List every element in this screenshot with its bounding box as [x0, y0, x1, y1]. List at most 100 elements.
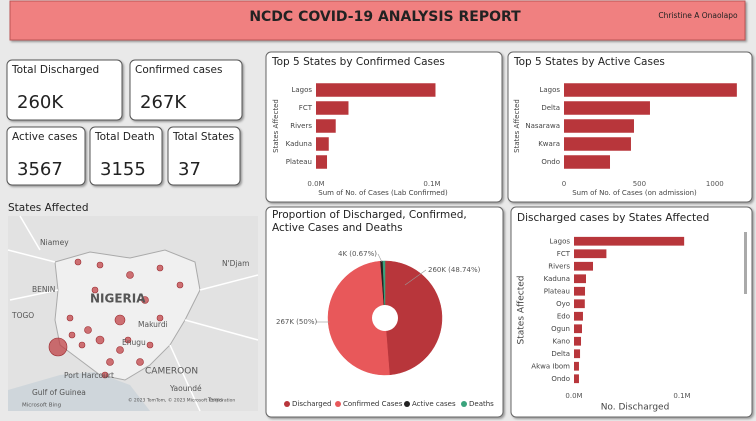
category-label: Lagos — [539, 86, 560, 94]
pie-slice — [384, 260, 443, 376]
map-label: Port Harcourt — [64, 371, 114, 380]
bar — [574, 261, 594, 271]
kpi-value: 3155 — [100, 159, 146, 180]
map-label: NIGERIA — [90, 292, 146, 306]
bar — [564, 101, 650, 115]
category-label: Edo — [557, 312, 570, 320]
map-label: TOGO — [11, 311, 34, 320]
category-label: Ondo — [541, 158, 560, 166]
x-tick-label: 0.1M — [673, 392, 690, 400]
map-label: CAMEROON — [145, 367, 198, 377]
x-tick-label: 500 — [633, 180, 646, 188]
legend-marker — [461, 401, 467, 407]
kpi-value: 260K — [17, 92, 64, 113]
map-border — [7, 215, 259, 412]
y-axis-label: States Affected — [272, 99, 280, 153]
bubble — [66, 314, 74, 322]
legend-marker — [335, 401, 341, 407]
category-label: Kaduna — [544, 275, 570, 283]
bar — [574, 274, 586, 284]
bar — [564, 83, 737, 97]
bar — [316, 137, 329, 151]
bar — [574, 311, 583, 321]
x-tick-label: 1000 — [706, 180, 724, 188]
scrollbar[interactable] — [744, 232, 747, 294]
kpi-value: 267K — [140, 92, 187, 113]
bubble — [96, 261, 104, 269]
bubble — [124, 336, 132, 344]
kpi-label: Active cases — [12, 131, 77, 143]
bubble — [84, 326, 92, 334]
pie-slice — [382, 260, 386, 319]
legend-label: Active cases — [412, 400, 456, 408]
bubble — [74, 258, 82, 266]
category-label: Kano — [553, 337, 570, 345]
category-label: Oyo — [556, 300, 570, 308]
kpi-label: Total Death — [94, 131, 155, 143]
bar — [316, 155, 328, 169]
map-label: Microsoft Bing — [22, 403, 61, 409]
bubble — [114, 314, 126, 326]
kpi-value: 3567 — [17, 159, 63, 180]
x-tick-label: 0.1M — [423, 180, 440, 188]
bar — [574, 374, 579, 384]
map-label: Makurdi — [138, 320, 168, 329]
category-label: Rivers — [290, 122, 312, 130]
map-sea — [8, 372, 150, 411]
category-label: Delta — [551, 350, 570, 358]
x-tick-label: 0.0M — [565, 392, 582, 400]
kpi-label: Total States — [172, 131, 234, 143]
panel — [510, 206, 753, 418]
kpi-value: 37 — [178, 159, 201, 180]
bar — [574, 361, 579, 371]
legend-marker — [284, 401, 290, 407]
pie-slice — [327, 260, 390, 376]
legend-label: Deaths — [469, 400, 494, 408]
category-label: Delta — [541, 104, 560, 112]
donut-hole — [372, 305, 398, 331]
category-label: Ondo — [551, 375, 570, 383]
category-label: Akwa Ibom — [531, 362, 570, 370]
bubble — [48, 337, 68, 357]
kpi-label: Total Discharged — [11, 64, 99, 76]
bar — [316, 101, 349, 115]
value-label: 4K (0.67%) — [338, 250, 377, 258]
x-axis-label: No. Discharged — [601, 403, 670, 413]
category-label: Plateau — [286, 158, 312, 166]
legend-label: Discharged — [292, 400, 332, 408]
bubble — [146, 341, 154, 349]
y-axis-label: States Affected — [517, 276, 527, 345]
bubble — [91, 286, 99, 294]
kpi-label: Confirmed cases — [135, 64, 222, 76]
kpi-card — [6, 126, 86, 186]
category-label: Lagos — [549, 237, 570, 245]
leader-line — [404, 269, 427, 286]
chart-title: Proportion of Discharged, Confirmed, Act… — [272, 209, 467, 234]
bubble — [136, 358, 144, 366]
category-label: FCT — [299, 104, 313, 112]
kpi-card — [89, 126, 163, 186]
bar — [564, 155, 611, 169]
map-label: Terms — [207, 398, 223, 404]
category-label: Kaduna — [286, 140, 312, 148]
value-label: 267K (50%) — [276, 318, 317, 326]
bar — [316, 83, 436, 97]
bubble — [156, 264, 164, 272]
kpi-card — [129, 59, 243, 121]
x-tick-label: 0.0M — [307, 180, 324, 188]
map-label: Enugu — [122, 338, 146, 347]
x-axis-label: Sum of No. of Cases (on admission) — [572, 189, 697, 197]
bar — [574, 249, 607, 259]
legend-label: Confirmed Cases — [343, 400, 403, 408]
value-label: 260K (48.74%) — [428, 266, 481, 274]
bar — [316, 119, 336, 133]
category-label: Ogun — [551, 325, 570, 333]
bar — [574, 236, 685, 246]
map-label: BENIN — [32, 285, 55, 294]
x-axis-label: Sum of No. of Cases (Lab Confirmed) — [318, 189, 448, 197]
map — [7, 215, 259, 412]
bubble — [68, 331, 76, 339]
map-label: Yaoundé — [169, 384, 202, 393]
map-nigeria — [54, 249, 201, 381]
bar — [574, 299, 585, 309]
